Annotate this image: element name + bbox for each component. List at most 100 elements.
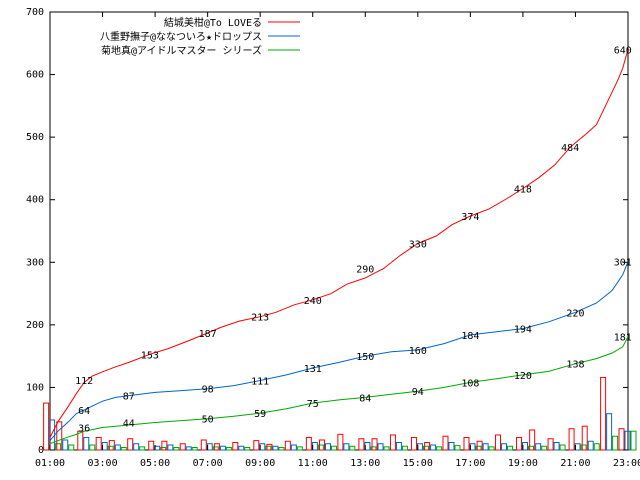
hourly-bar-1 [305,436,312,451]
hourly-bar-1 [266,443,273,451]
hourly-bar-3 [89,444,96,451]
x-tick-label: 11:00 [298,458,328,469]
data-label-2: 160 [409,346,427,357]
series-line-1 [49,49,629,438]
hourly-bar-2 [62,439,69,451]
hourly-bar-3 [191,446,198,451]
hourly-bar-2 [606,413,613,451]
data-label-2: 301 [614,258,632,269]
data-label-3: 36 [78,423,90,434]
x-tick-label: 01:00 [35,458,65,469]
hourly-bar-1 [371,438,378,451]
legend-label-3: 菊地真@アイドルマスター シリーズ [101,44,262,57]
data-label-3: 138 [566,360,584,371]
data-label-3: 50 [202,415,214,426]
x-axis: 01:00 03:00 05:00 07:00 09:00 11:00 13:00 15:00… [35,12,640,469]
data-label-1: 640 [614,46,632,57]
hourly-bar-2 [238,445,245,451]
data-label-2: 184 [461,331,479,342]
hourly-bar-3 [454,445,461,451]
hourly-bar-3 [244,446,251,451]
hourly-bar-1 [200,439,207,451]
data-label-3: 120 [514,371,532,382]
hourly-bar-3 [68,444,75,451]
data-label-3: 181 [614,333,632,344]
data-label-2: 111 [251,377,269,388]
data-label-3: 59 [254,409,266,420]
data-label-2: 150 [356,352,374,363]
legend-label-1: 結城美柑@To LOVEる [164,16,262,29]
data-label-3: 108 [461,378,479,389]
data-label-1: 330 [409,240,427,251]
hourly-bar-3 [349,445,356,451]
y-tick-label: 100 [26,382,44,393]
hourly-bar-2 [114,444,121,451]
hourly-bar-1 [95,436,102,451]
hourly-bar-2 [395,441,402,451]
hourly-bar-3 [612,435,619,451]
x-tick-label: 17:00 [455,458,485,469]
data-label-1: 213 [251,313,269,324]
legend-label-2: 八重野撫子@ななついろ★ドロップス [100,30,262,43]
data-label-3: 94 [412,387,424,398]
hourly-bar-1 [43,402,50,451]
hourly-bar-1 [56,421,63,451]
hourly-bar-1 [161,440,168,451]
series-lines [49,49,629,445]
hourly-bar-1 [410,436,417,451]
hourly-bar-1 [568,428,575,451]
data-label-2: 87 [123,392,135,403]
hourly-bar-3 [225,446,232,451]
y-tick-label: 600 [26,70,44,81]
hourly-bar-1 [618,428,625,451]
hourly-bar-3 [507,445,514,451]
hourly-bar-3 [383,446,390,451]
x-tick-label: 09:00 [245,458,275,469]
data-label-1: 290 [356,265,374,276]
data-label-1: 418 [514,184,532,195]
hourly-bars [43,376,637,451]
plot-frame [49,11,629,451]
y-tick-label: 500 [26,132,44,143]
y-tick-label: 0 [38,445,44,456]
x-tick-label: 23:00 [613,458,640,469]
data-label-2: 194 [514,325,532,336]
y-tick-label: 700 [26,7,44,18]
data-label-1: 153 [141,350,159,361]
hourly-bar-1 [358,438,365,451]
hourly-bar-3 [541,445,548,451]
data-label-3: 44 [123,418,135,429]
hourly-bar-3 [593,443,600,451]
x-tick-label: 03:00 [87,458,117,469]
hourly-bar-3 [278,446,285,451]
hourly-bar-1 [442,435,449,451]
hourly-bar-2 [324,443,331,451]
data-label-1: 187 [199,329,217,340]
hourly-bar-1 [318,439,325,451]
data-label-3: 75 [307,399,319,410]
data-label-1: 484 [561,143,579,154]
hourly-bar-2 [219,445,226,451]
hourly-bar-1 [600,376,607,451]
hourly-bar-3 [173,446,180,451]
hourly-bar-2 [377,443,384,451]
hourly-bar-3 [630,430,637,451]
hourly-bar-1 [213,443,220,451]
hourly-bar-1 [148,440,155,451]
hourly-bar-2 [448,441,455,451]
legend: 結城美柑@To LOVEる八重野撫子@ななついろ★ドロップス菊地真@アイドルマス… [100,16,300,57]
hourly-bar-1 [463,436,470,451]
hourly-bar-2 [482,443,489,451]
hourly-bar-1 [232,441,239,451]
series-line-2 [49,261,629,441]
series-line-3 [49,336,629,445]
hourly-bar-2 [553,441,560,451]
hourly-bar-1 [337,433,344,451]
y-tick-label: 400 [26,195,44,206]
data-label-2: 220 [566,308,584,319]
hourly-bar-1 [127,438,134,451]
hourly-bar-3 [488,446,495,451]
y-tick-label: 300 [26,257,44,268]
data-label-1: 112 [75,376,93,387]
